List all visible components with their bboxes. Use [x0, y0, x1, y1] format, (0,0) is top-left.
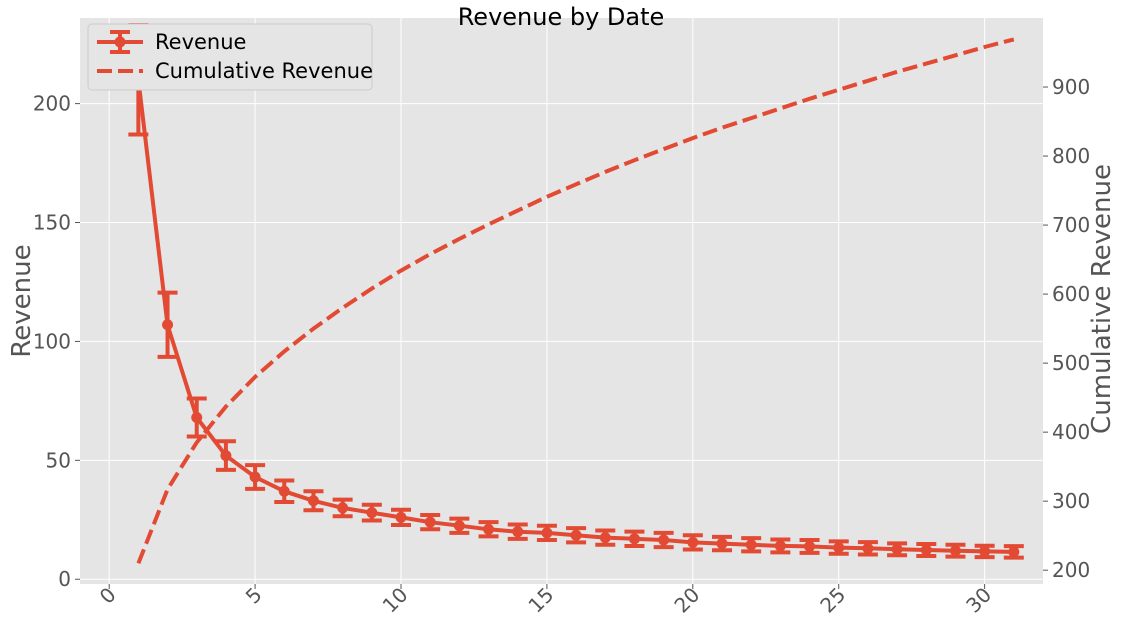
revenue-point	[395, 511, 407, 523]
revenue-point	[307, 495, 319, 507]
legend: Revenue Cumulative Revenue	[87, 23, 373, 91]
y-tick-label: 50	[46, 448, 71, 472]
y-tick-label: 0	[58, 567, 71, 591]
y2-tick-label: 700	[1052, 213, 1090, 237]
y2-tick-label: 800	[1052, 144, 1090, 168]
y2-axis-title: Cumulative Revenue	[1087, 164, 1117, 434]
revenue-point	[599, 532, 611, 544]
revenue-point	[249, 471, 261, 483]
revenue-point	[862, 542, 874, 554]
revenue-point	[424, 516, 436, 528]
chart-title: Revenue by Date	[458, 3, 665, 31]
y-tick-label: 200	[33, 92, 71, 116]
revenue-point	[512, 526, 524, 538]
revenue-point	[774, 540, 786, 552]
revenue-point	[453, 520, 465, 532]
revenue-point	[1008, 546, 1020, 558]
y-axis-ticks: 0 50 100 150 200	[33, 92, 80, 591]
revenue-point	[833, 542, 845, 554]
y2-tick-label: 600	[1052, 282, 1090, 306]
y-tick-label: 150	[33, 211, 71, 235]
y2-tick-label: 300	[1052, 489, 1090, 513]
revenue-series	[128, 23, 1024, 560]
cumulative-revenue-series	[136, 37, 1015, 565]
revenue-point	[658, 534, 670, 546]
revenue-point	[162, 319, 174, 331]
y2-tick-label: 200	[1052, 558, 1090, 582]
y2-tick-label: 500	[1052, 351, 1090, 375]
revenue-point	[804, 540, 816, 552]
revenue-point	[483, 523, 495, 535]
x-axis-ticks: 0 5 10 15 20 25 30	[95, 583, 996, 618]
revenue-point	[191, 412, 203, 424]
x-tick-label: 15	[523, 583, 558, 618]
x-tick-label: 30	[961, 583, 996, 618]
revenue-point	[220, 450, 232, 462]
revenue-point	[979, 545, 991, 557]
x-tick-label: 5	[241, 583, 267, 609]
plot-background	[80, 18, 1043, 584]
revenue-point	[570, 529, 582, 541]
revenue-point	[337, 502, 349, 514]
revenue-point	[716, 538, 728, 550]
grid-lines	[80, 18, 1043, 584]
revenue-point	[687, 536, 699, 548]
x-tick-label: 10	[378, 583, 413, 618]
revenue-point	[745, 539, 757, 551]
revenue-point	[541, 527, 553, 539]
legend-box	[87, 23, 373, 91]
y2-tick-label: 400	[1052, 420, 1090, 444]
x-tick-label: 25	[815, 583, 850, 618]
legend-revenue-label: Revenue	[155, 30, 246, 54]
revenue-point	[366, 507, 378, 519]
revenue-point	[949, 545, 961, 557]
y2-tick-label: 900	[1052, 75, 1090, 99]
y-axis-title: Revenue	[7, 244, 37, 357]
x-tick-label: 20	[669, 583, 704, 618]
legend-cumulative-label: Cumulative Revenue	[155, 59, 373, 83]
cumulative-revenue-line	[136, 37, 1015, 565]
x-tick-label: 0	[95, 583, 121, 609]
revenue-point	[628, 533, 640, 545]
legend-revenue-marker	[114, 36, 126, 48]
revenue-point	[891, 543, 903, 555]
revenue-point	[920, 544, 932, 556]
revenue-point	[278, 485, 290, 497]
y-tick-label: 100	[33, 329, 71, 353]
y2-axis-ticks: 200 300 400 500 600 700 800 900	[1043, 75, 1090, 582]
